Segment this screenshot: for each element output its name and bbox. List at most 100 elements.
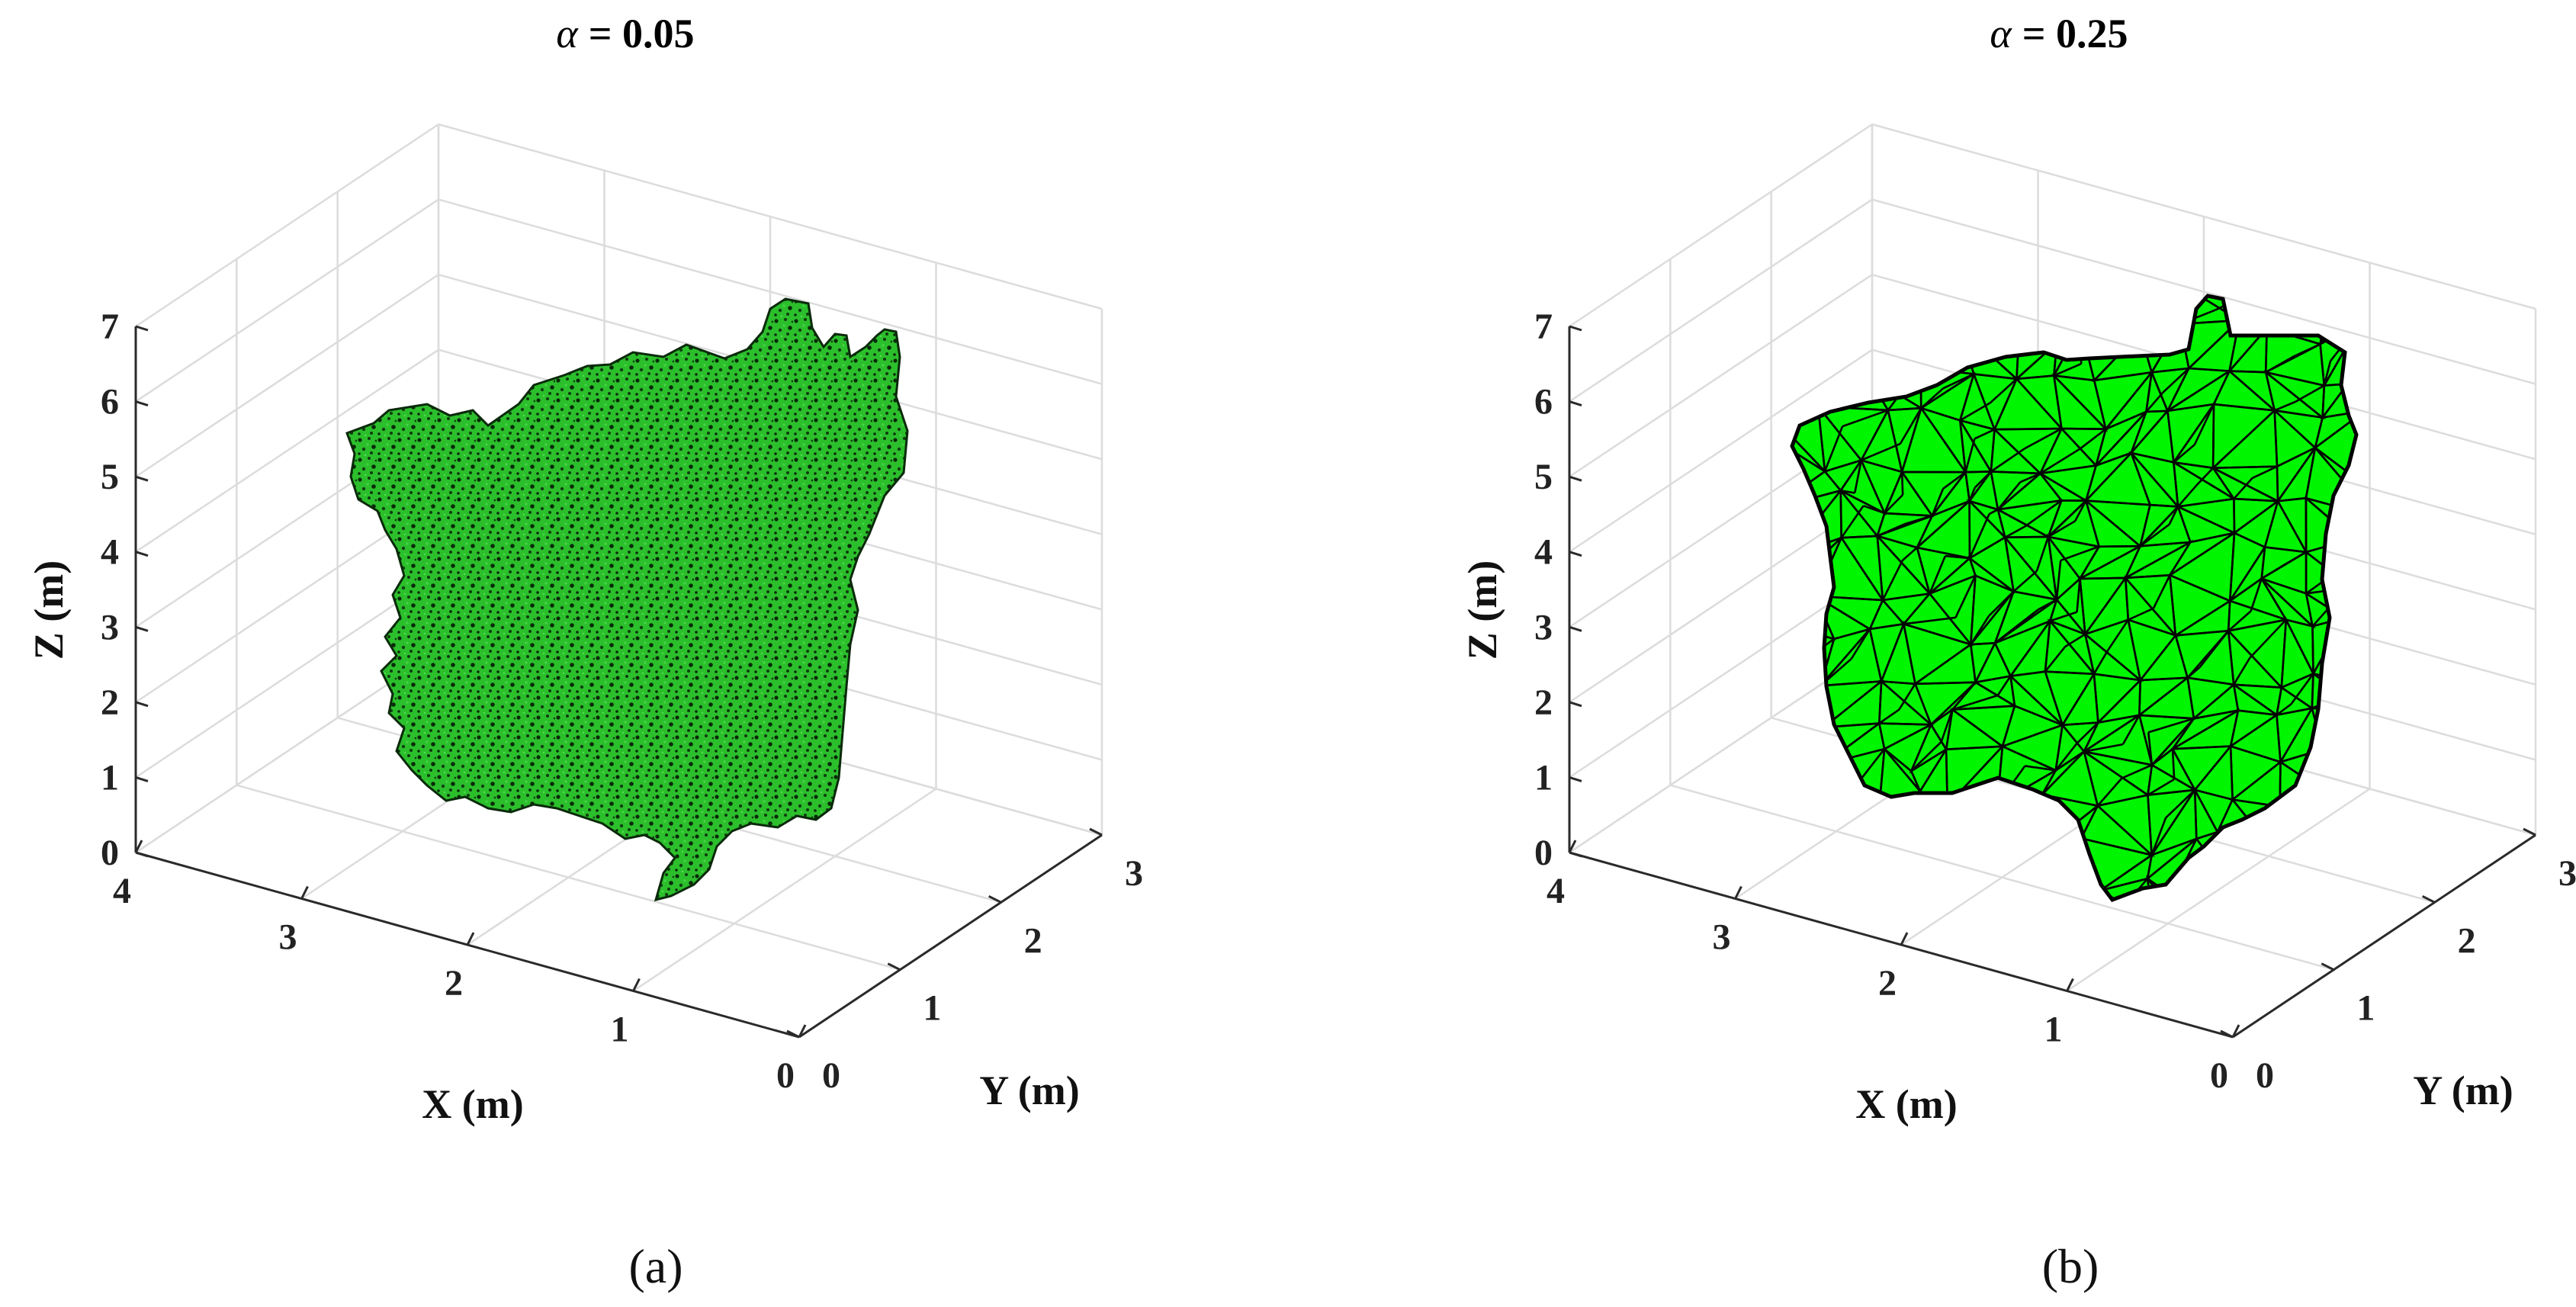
x-tick-label: 3 [1713, 917, 1731, 958]
mesh-triangle [1792, 703, 1826, 771]
mesh-triangle [2271, 884, 2310, 900]
mesh-triangle [1905, 296, 1963, 329]
mesh-edge [2079, 428, 2107, 450]
mesh-edge [1993, 817, 2037, 859]
mesh-edge [1860, 855, 1881, 882]
mesh-edge [2076, 721, 2099, 744]
z-tick-mark [1569, 551, 1582, 557]
mesh-triangle [1821, 296, 1884, 329]
x-tick-label: 0 [2210, 1055, 2228, 1096]
mesh-edge [1931, 488, 1945, 516]
x-tick-label: 1 [2044, 1010, 2063, 1050]
mesh-triangle [1859, 885, 1926, 900]
mesh-edge [2247, 296, 2261, 315]
z-tick-mark [135, 325, 149, 332]
mesh-edge [2293, 343, 2321, 358]
mesh-edge [2195, 467, 2215, 487]
mesh-triangle [2322, 748, 2356, 803]
x-tick-mark [632, 978, 641, 992]
mesh-triangle [2007, 897, 2048, 900]
y-tick-mark [2523, 827, 2536, 837]
mesh-edge [2279, 916, 2282, 937]
mesh-triangle [1792, 851, 1842, 893]
mesh-edge [2106, 619, 2129, 652]
mesh-triangle [1901, 882, 1974, 900]
mesh-edge [1800, 890, 1817, 900]
mesh-edge [1974, 429, 1996, 440]
mesh-edge [1878, 708, 1900, 724]
mesh-edge [2233, 657, 2251, 686]
mesh-triangle [1822, 326, 1885, 378]
grid-line [438, 123, 1103, 310]
panel-a-surface [345, 297, 909, 902]
mesh-triangle [2045, 898, 2106, 900]
mesh-edge [2093, 650, 2109, 675]
mesh-edge [1942, 471, 1967, 490]
z-tick-mark [135, 625, 149, 632]
mesh-triangle [1813, 854, 1881, 898]
mesh-edge [2290, 673, 2314, 705]
mesh-edge [2265, 355, 2295, 374]
mesh-edge [1940, 326, 1961, 354]
mesh-triangle [2305, 874, 2356, 900]
grid-line [1569, 348, 1873, 553]
grid-line [135, 574, 439, 779]
mesh-triangle [1859, 887, 1925, 900]
grid-line [135, 348, 439, 553]
mesh-edge [2295, 384, 2325, 403]
panel-b-y-ticks: 0 1 2 3 [2220, 827, 2576, 1096]
z-tick-label: 2 [1534, 682, 1553, 723]
z-tick-label: 4 [1534, 532, 1553, 573]
mesh-triangle [1881, 296, 1914, 329]
panel-a-title: α = 0.05 [556, 11, 694, 56]
mesh-edge [2331, 837, 2356, 853]
mesh-edge [1861, 914, 1889, 918]
panel-a-z-ticks: 0 1 2 3 4 5 6 7 [101, 307, 149, 873]
mesh-edge [1988, 590, 2015, 617]
mesh-edge [2004, 525, 2025, 538]
mesh-triangle [1823, 325, 1871, 377]
mesh-edge [2080, 309, 2109, 327]
z-tick-mark [1569, 325, 1582, 332]
mesh-edge [2047, 909, 2084, 942]
mesh-edge [1830, 784, 1858, 811]
mesh-edge [1901, 547, 1918, 561]
mesh-edge [2147, 732, 2154, 766]
mesh-edge [2121, 764, 2153, 779]
mesh-triangle [2009, 296, 2060, 345]
panel-b-x-label: X (m) [1855, 1081, 1957, 1127]
z-tick-mark [135, 776, 149, 782]
mesh-edge [2025, 765, 2056, 772]
grid-line [1669, 784, 2334, 971]
mesh-edge [2173, 444, 2195, 464]
mesh-edge [1906, 307, 1939, 328]
mesh-edge [2122, 715, 2141, 745]
panel-a-caption: (a) [628, 1239, 683, 1293]
mesh-triangle [2216, 830, 2272, 888]
mesh-triangle [2009, 296, 2061, 345]
mesh-edge [2311, 610, 2327, 628]
x-tick-mark [134, 840, 143, 853]
z-tick-label: 4 [101, 532, 119, 573]
mesh-edge [1954, 575, 1977, 618]
grid-line [1569, 198, 1873, 403]
x-tick-mark [1900, 932, 1909, 946]
mesh-triangle [1792, 371, 1826, 416]
mesh-triangle [2325, 296, 2356, 326]
mesh-edge [2257, 884, 2273, 900]
mesh-triangle [1792, 368, 1827, 418]
y-tick-mark [988, 894, 1002, 904]
mesh-edge [2076, 578, 2081, 612]
mesh-triangle [2079, 296, 2144, 335]
mesh-edge [1996, 675, 2012, 696]
mesh-triangle [2146, 875, 2189, 900]
mesh-edge [2096, 777, 2123, 807]
grid-line [632, 788, 937, 992]
mesh-triangle [1877, 788, 1923, 860]
y-tick-mark [1089, 827, 1103, 837]
mesh-edge [1968, 804, 1998, 837]
mesh-triangle [2306, 875, 2349, 900]
mesh-edge [2168, 506, 2179, 525]
mesh-edge [1964, 438, 1976, 473]
mesh-edge [1910, 740, 1942, 772]
